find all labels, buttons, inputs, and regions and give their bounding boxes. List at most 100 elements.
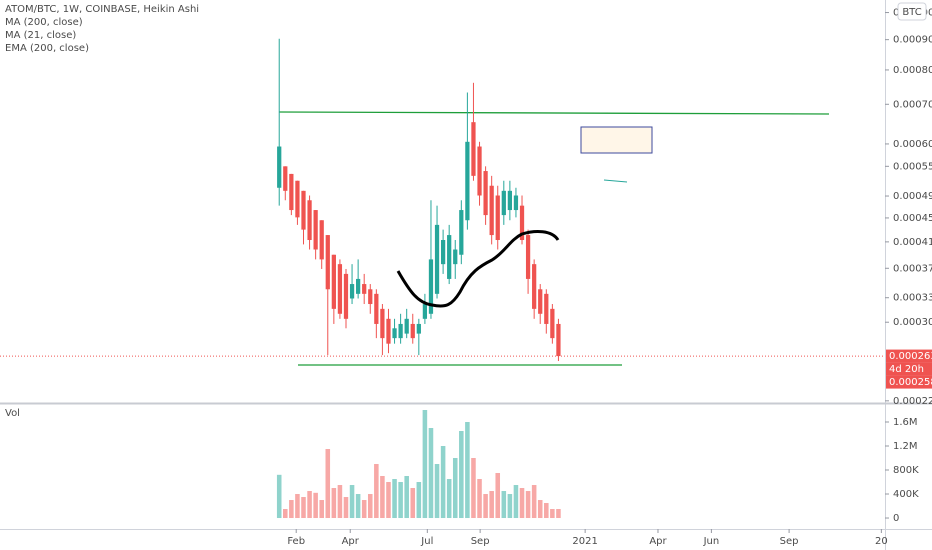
candle-body [356,278,361,294]
volume-bar [416,482,422,519]
x-tick-label: Sep [780,536,799,547]
volume-bar [531,485,537,519]
x-tick-label: Jul [420,536,433,547]
volume-bar [361,500,367,519]
candle-body [277,146,282,188]
candle-body [459,210,464,255]
volume-bar [434,464,440,519]
indicator-label[interactable]: MA (200, close) [5,17,83,28]
volume-bar [452,458,458,519]
y-tick-label: 400K [893,489,919,500]
candle-body [416,323,421,334]
candle-body [538,289,543,314]
volume-bar [380,476,385,519]
candle-body [325,235,330,290]
chart-title: ATOM/BTC, 1W, COINBASE, Heikin Ashi [5,4,199,15]
volume-bar [519,488,525,519]
volume-bar [544,503,549,519]
candle-body [513,195,519,211]
drawn-rectangle[interactable] [580,126,653,154]
candle-body [453,249,458,265]
y-tick-label: 0.000221 [893,396,932,407]
candle-body [422,304,428,319]
candle-body [501,190,506,216]
candle-body [392,328,397,339]
volume-bar [550,509,555,519]
volume-bar [404,476,409,519]
price-label: 0.000258 [889,377,932,388]
volume-bar [495,473,501,519]
candle-body [434,224,440,294]
indicator-label[interactable]: MA (21, close) [5,30,76,41]
candle-body [337,264,343,314]
ma-curve [396,230,560,308]
drawn-trendline[interactable] [603,179,628,183]
volume-bar [525,491,531,519]
price-label: 0.000263 [889,351,932,362]
countdown: 4d 20h [889,364,924,375]
candle-body [525,235,531,279]
volume-bar [301,497,306,519]
volume-bar [343,497,349,519]
volume-bar [501,491,507,519]
candles [277,38,561,362]
candle-body [507,190,513,211]
price-label-box [886,375,932,389]
candle-body [550,308,555,339]
volume-bar [483,494,488,519]
volume-bar [374,464,379,519]
volume-bar [283,509,288,519]
candle-body [428,259,434,314]
candle-body [489,185,494,236]
candle-body [319,220,324,260]
x-tick-label: Apr [649,536,667,547]
candle-body [362,284,367,294]
y-tick-label: 0 [893,513,899,524]
candle-body [483,171,488,216]
volume-bar [410,488,416,519]
volume-bar [465,422,470,519]
candle-body [532,264,537,309]
volume-bar [307,491,312,519]
volume-bar [477,479,482,519]
volume-bar [428,428,434,519]
candle-body [349,284,355,299]
candle-body [374,293,379,324]
x-tick-label: Feb [287,536,305,547]
volume-bar [295,494,300,519]
volume-bar [325,449,331,519]
candle-body [331,254,336,309]
volume-bar [349,485,355,519]
volume-bar [446,479,452,519]
candle-body [477,146,482,196]
candle-body [386,318,391,344]
candle-body [343,273,349,319]
candle-body [289,173,294,211]
x-tick-label: 20 [875,536,888,547]
volume-bar [537,500,543,519]
resistance-line[interactable] [278,111,830,115]
candle-body [404,318,409,334]
candle-body [380,308,385,339]
candle-body [519,205,525,241]
candle-body [495,195,500,241]
candle-body [556,323,561,357]
candle-body [440,240,446,265]
x-tick-label: 2021 [572,536,597,547]
candle-body [544,293,549,324]
volume-bar [398,482,403,519]
candle-body [410,323,415,339]
volume-bar [489,491,494,519]
currency-button[interactable] [897,2,927,21]
indicator-label[interactable]: EMA (200, close) [5,43,89,54]
candle-body [465,141,470,221]
countdown-box [886,362,932,376]
